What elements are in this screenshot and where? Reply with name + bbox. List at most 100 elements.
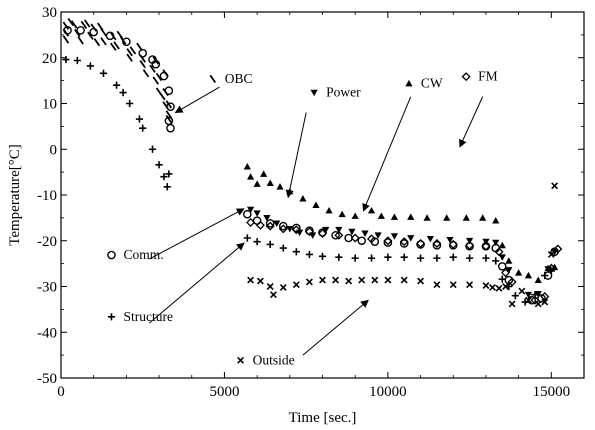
data-point [126,99,134,108]
data-point [400,276,408,284]
data-point [505,257,513,264]
data-point [105,31,115,41]
data-point [423,214,431,221]
data-point [263,214,271,222]
series-structure [62,55,555,306]
data-point [116,30,124,39]
data-point [507,277,517,287]
data-point [383,236,393,246]
data-point [62,21,70,30]
data-point [291,225,301,235]
data-point [479,214,487,221]
annotation-arrow [149,208,245,260]
data-point [255,220,265,230]
series-outside [247,182,559,308]
data-point [260,170,268,177]
data-point [139,124,147,132]
data-point [432,238,442,249]
data-point [256,277,264,285]
data-point [90,23,97,32]
data-point [292,248,300,256]
data-point [253,210,261,217]
data-point [165,100,173,109]
data-point [505,267,513,274]
data-point [537,294,546,303]
annotation-label: Outside [253,352,295,367]
y-tick-label: -30 [37,280,57,296]
data-point [551,182,559,190]
y-tick-label: 30 [42,5,57,21]
data-point [164,86,174,95]
data-point [243,163,251,170]
data-point [152,76,160,85]
data-point [165,114,173,124]
data-point [482,282,490,290]
data-point [279,283,287,291]
data-point [76,25,85,35]
data-point [62,35,70,44]
annotation-label: CW [421,75,443,90]
legend-marker [209,74,217,84]
annotation-label: Structure [123,309,173,324]
data-point [246,173,255,180]
data-point [119,88,127,97]
data-point [159,71,169,81]
data-point [86,62,95,70]
data-point [498,275,506,283]
data-point [524,296,532,304]
data-point [155,161,163,169]
data-point [498,241,506,249]
data-point [541,271,549,280]
data-point [495,284,503,292]
data-point [432,241,442,250]
data-point [384,253,392,261]
data-point [531,291,539,299]
y-tick-label: 10 [42,97,57,113]
data-point [462,214,470,221]
data-point [89,27,98,37]
data-point [325,206,333,214]
data-point [273,220,281,227]
x-tick-label: 10000 [369,384,407,400]
data-point [112,81,121,89]
data-point [377,212,385,219]
data-point [286,225,294,233]
data-point [553,244,563,254]
legend-marker [107,313,116,321]
data-point [524,271,533,279]
data-point [246,206,255,214]
data-point [534,276,542,283]
data-point [338,210,346,218]
data-point [278,224,288,234]
data-point [367,234,377,244]
data-point [83,19,91,28]
data-point [541,298,549,306]
data-point [80,20,88,29]
data-point [540,292,550,302]
data-point [331,230,340,240]
legend-marker [310,89,318,97]
data-point [351,212,359,219]
data-point [155,87,163,96]
legend-marker [461,72,471,82]
data-point [63,25,72,35]
data-point [534,300,542,308]
data-point [335,253,343,261]
data-point [446,236,454,244]
y-tick-label: -50 [37,371,57,387]
data-point [113,41,120,50]
data-point [317,228,328,238]
data-point [433,254,441,262]
data-point [322,226,330,234]
data-point [93,38,101,47]
data-point [416,254,425,262]
data-point [122,37,131,47]
data-point [492,239,500,247]
data-point [371,276,379,284]
y-tick-label: -20 [37,234,57,250]
data-point [400,253,408,261]
annotation-arrow [302,299,369,356]
data-point [96,22,104,31]
data-point [367,206,376,214]
annotation-arrow [285,112,307,199]
